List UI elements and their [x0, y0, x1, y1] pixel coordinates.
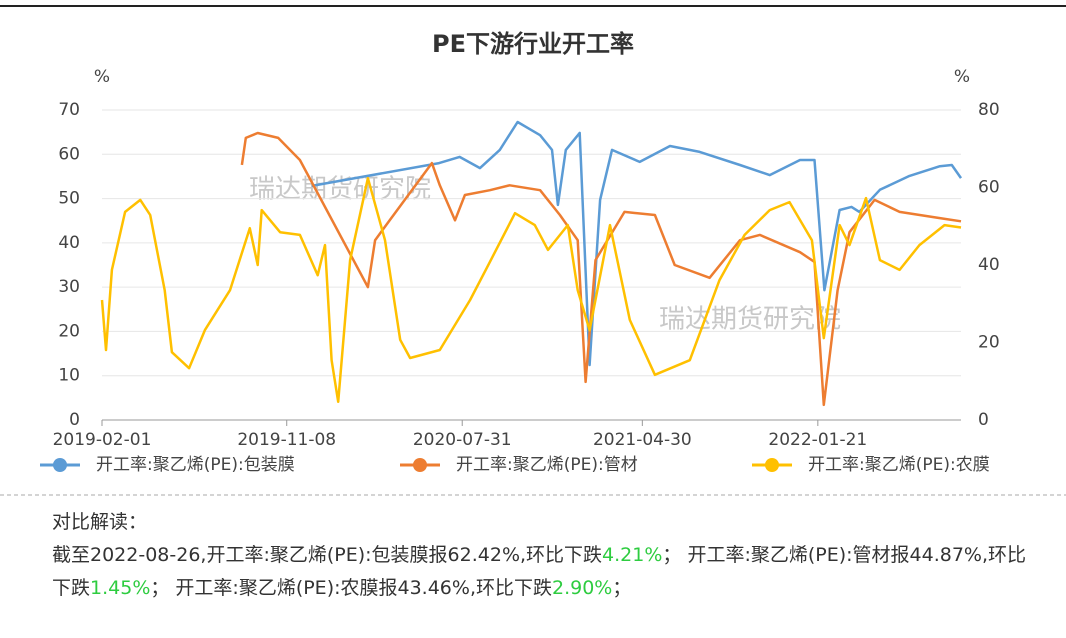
watermark: 瑞达期货研究院: [659, 305, 841, 335]
legend-item: 开工率:聚乙烯(PE):包装膜: [40, 455, 295, 475]
legend-label: 开工率:聚乙烯(PE):农膜: [808, 455, 990, 475]
analysis-title: 对比解读：: [52, 511, 148, 533]
text: 截至2022-08-26,开工率:聚乙烯(PE):包装膜报62.42%,环比下跌: [52, 544, 603, 566]
series-line: [100, 176, 962, 404]
text: ；: [612, 577, 632, 599]
text: ； 开工率:聚乙烯(PE):农膜报43.46%,环比下跌: [150, 577, 552, 599]
y2-tick-label: 20: [978, 333, 1000, 353]
y-tick-label: 50: [58, 189, 80, 209]
analysis: 对比解读： 截至2022-08-26,开工率:聚乙烯(PE):包装膜报62.42…: [52, 506, 1037, 605]
text: ； 开工率:聚乙烯(PE):管材报44.87%,环比下跌: [52, 544, 1027, 599]
legend-item: 开工率:聚乙烯(PE):农膜: [752, 455, 990, 475]
y-tick-label: 30: [58, 277, 80, 297]
y2-tick-label: 60: [978, 178, 1000, 198]
legend-label: 开工率:聚乙烯(PE):管材: [456, 455, 638, 475]
legend-label: 开工率:聚乙烯(PE):包装膜: [96, 455, 295, 475]
series-line: [240, 131, 962, 407]
x-tick-label: 2022-01-21: [768, 430, 867, 450]
y-tick-label: 10: [58, 366, 80, 386]
y-unit: %: [94, 67, 110, 87]
y-tick-label: 20: [58, 321, 80, 341]
x-tick-label: 2021-04-30: [593, 430, 692, 450]
highlight-text: 2.90%: [552, 577, 613, 599]
y2-unit: %: [954, 67, 970, 87]
highlight-text: 1.45%: [90, 577, 151, 599]
x-tick-label: 2019-02-01: [53, 430, 152, 450]
legend-marker: [765, 458, 779, 472]
y2-tick-label: 0: [978, 410, 989, 430]
y-tick-label: 0: [69, 410, 80, 430]
y-tick-label: 60: [58, 144, 80, 164]
highlight-text: 4.21%: [602, 544, 663, 566]
legend-marker: [53, 458, 67, 472]
series-line: [311, 120, 963, 367]
chart: PE下游行业开工率 % % 瑞达期货研究院 瑞达期货研究院 0 10 20 30 40 5…: [0, 5, 1066, 496]
y2-tick-label: 80: [978, 100, 1000, 120]
legend-item: 开工率:聚乙烯(PE):管材: [400, 455, 638, 475]
y2-tick-label: 40: [978, 255, 1000, 275]
y-tick-label: 70: [58, 100, 80, 120]
y-tick-label: 40: [58, 233, 80, 253]
x-tick-label: 2019-11-08: [237, 430, 336, 450]
chart-title: PE下游行业开工率: [432, 30, 634, 58]
legend-marker: [413, 458, 427, 472]
x-tick-label: 2020-07-31: [413, 430, 512, 450]
analysis-text: 截至2022-08-26,开工率:聚乙烯(PE):包装膜报62.42%,环比下跌…: [52, 539, 1037, 605]
watermark: 瑞达期货研究院: [249, 175, 431, 205]
